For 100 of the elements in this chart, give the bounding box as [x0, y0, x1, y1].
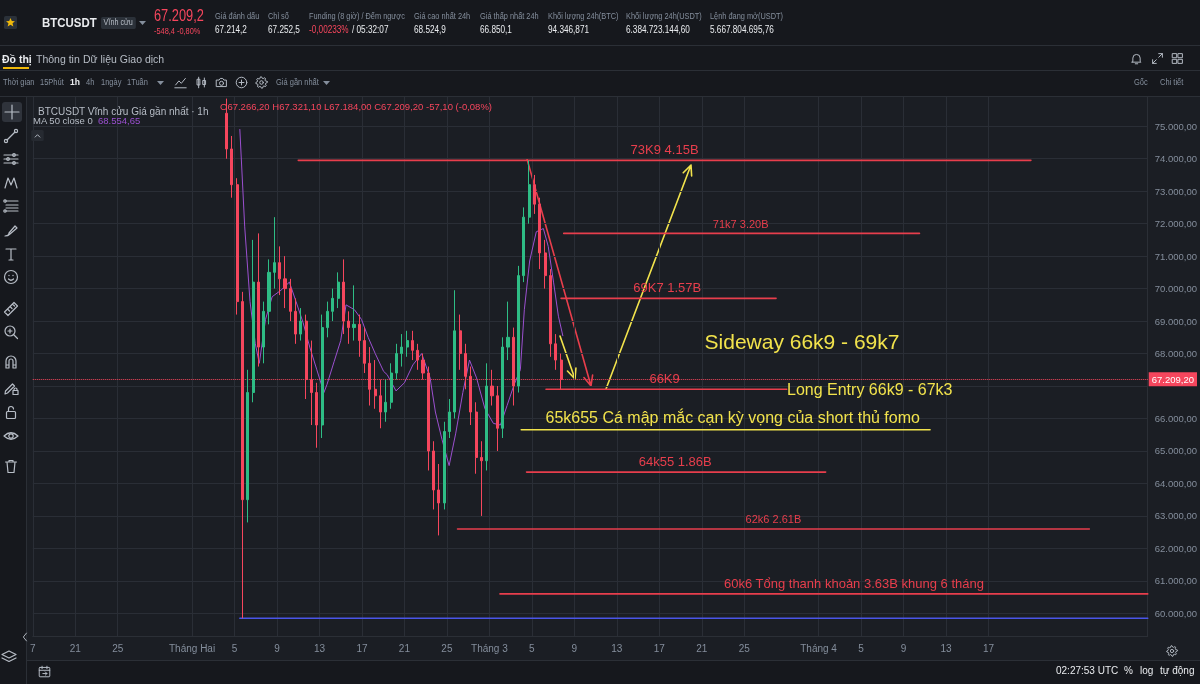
x-tick-label: 25: [441, 642, 453, 654]
x-tick-label: 21: [69, 642, 82, 654]
text: Giá đánh dấu: [215, 10, 260, 22]
candlestick: [406, 330, 409, 358]
x-tick-label: 13: [940, 642, 952, 654]
text: Đồ thị: [2, 52, 32, 66]
candlestick: [278, 245, 281, 296]
text: Thời gian: [3, 77, 35, 88]
x-tick-label: 25: [738, 642, 751, 654]
candlestick: [390, 362, 393, 410]
candlestick: [554, 333, 557, 371]
annotation: 66K9: [649, 371, 680, 387]
candlestick: [230, 135, 233, 199]
candlestick: [337, 271, 340, 309]
candlestick: [501, 336, 504, 439]
candlestick: [262, 301, 265, 364]
y-tick-label: 60.000,00: [1154, 607, 1197, 619]
annotation: 60k6 Tổng thanh khoản 3.63B khung 6 tháng: [723, 575, 984, 591]
candlestick: [443, 421, 446, 510]
annotation: MA 50 close 0: [33, 114, 93, 127]
candlestick: [379, 379, 382, 429]
text: Vĩnh cửu: [101, 17, 136, 29]
text: 67.252,5: [268, 24, 300, 36]
y-tick-label: 75.000,00: [1154, 120, 1197, 132]
candlestick: [326, 301, 329, 338]
text: 4h: [86, 77, 95, 88]
candlestick: [411, 330, 414, 361]
candlestick: [352, 284, 356, 342]
text: 94.346,871: [548, 24, 590, 36]
x-tick-label: 7: [30, 642, 36, 654]
text: 5.667.804.695,76: [710, 24, 774, 36]
annotation: 71k7 3.20B: [712, 217, 769, 230]
text: Giá gần nhất: [276, 77, 319, 88]
candlestick: [246, 369, 249, 523]
y-tick-label: 66.000,00: [1154, 413, 1197, 425]
y-tick-label: 69.000,00: [1154, 315, 1197, 327]
candlestick: [459, 314, 462, 371]
candlestick: [496, 385, 499, 452]
y-tick-label: 71.000,00: [1154, 250, 1197, 262]
text: Chỉ số: [268, 10, 289, 22]
y-tick-label: 64.000,00: [1154, 477, 1197, 489]
text: -0,00233%: [309, 24, 349, 36]
x-tick-label: 13: [313, 642, 326, 654]
candlestick: [347, 310, 350, 345]
x-tick-label: 21: [696, 642, 708, 654]
candlestick: [236, 177, 239, 316]
x-tick-label: 5: [231, 642, 238, 654]
y-tick-label: 63.000,00: [1154, 510, 1197, 522]
text: BTCUSDT: [42, 14, 97, 31]
annotation: Long Entry 66k9 - 67k3: [787, 380, 953, 400]
text: 67.209,2: [154, 6, 204, 26]
candlestick: [453, 289, 456, 420]
y-tick-label: 61.000,00: [1154, 575, 1197, 587]
text: Funding (8 giờ) / Đếm ngược: [309, 10, 405, 22]
text: / 05:32:07: [352, 24, 389, 36]
text: Giá thấp nhất 24h: [480, 10, 539, 22]
candlestick: [384, 379, 387, 423]
candlestick: [538, 197, 541, 270]
candlestick: [267, 258, 271, 325]
text: Dữ liệu Giao dịch: [83, 52, 165, 66]
y-tick-label: 73.000,00: [1154, 185, 1197, 197]
candlestick: [321, 314, 324, 439]
candlestick: [363, 327, 366, 374]
x-tick-label: 5: [858, 642, 865, 654]
text: %: [1124, 665, 1133, 677]
candlestick: [294, 297, 297, 345]
candlestick: [549, 268, 552, 358]
text: 68.524,9: [414, 24, 446, 36]
text: 1ngày: [101, 77, 122, 88]
x-tick-label: Tháng 3: [471, 642, 509, 654]
text: 15Phút: [40, 77, 64, 88]
candlestick: [416, 343, 419, 371]
annotation: 73K9 4.15B: [630, 142, 699, 158]
candlestick: [448, 398, 451, 439]
y-tick-label: 62.000,00: [1154, 542, 1197, 554]
x-tick-label: 9: [571, 642, 578, 654]
y-tick-label: 68.000,00: [1154, 348, 1197, 360]
ref-line-label: 67.209,20: [1151, 373, 1194, 385]
annotation: 64k55 1.86B: [638, 454, 712, 470]
candlestick: [522, 206, 525, 283]
candlestick: [533, 174, 536, 215]
candlestick: [289, 278, 292, 322]
x-tick-label: Tháng Hai: [168, 642, 216, 654]
candlestick: [257, 232, 260, 368]
candlestick: [400, 333, 403, 368]
text: 66.850,1: [480, 24, 512, 36]
x-tick-label: 17: [356, 642, 368, 654]
text: 6.384.723.144,60: [626, 24, 690, 36]
text: log: [1140, 665, 1154, 677]
candlestick: [273, 216, 276, 290]
x-tick-label: 13: [611, 642, 623, 654]
text: Chi tiết: [1160, 77, 1184, 88]
candlestick: [544, 239, 547, 290]
annotation: Sideway 66k9 - 69k7: [704, 329, 900, 355]
y-tick-label: 65.000,00: [1154, 445, 1197, 457]
candlestick: [485, 362, 488, 471]
candlestick: [315, 382, 318, 449]
candlestick: [395, 343, 398, 381]
candlestick: [331, 288, 334, 322]
text: Khối lượng 24h(BTC): [548, 10, 619, 22]
